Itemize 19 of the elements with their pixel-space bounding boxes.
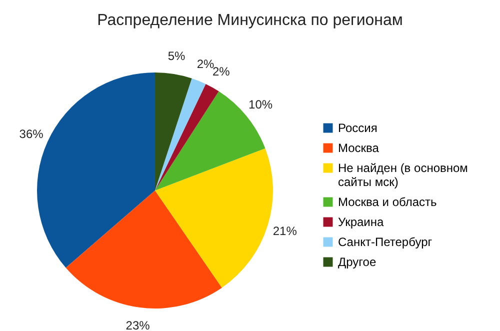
data-label: 2% [196, 57, 215, 72]
legend-label: Москва [338, 141, 380, 155]
legend-label: Санкт-Петербург [338, 235, 433, 249]
pie-slice [155, 84, 219, 190]
data-label: 5% [168, 49, 186, 64]
pie-slice [155, 78, 206, 190]
legend-label: Другое [338, 255, 376, 269]
legend-label: Украина [338, 215, 384, 229]
data-label: 23% [126, 318, 150, 331]
data-label: 21% [272, 224, 298, 238]
legend-label: Не найден (в основном сайты мск) [338, 161, 468, 189]
legend-label: Россия [338, 121, 378, 135]
data-label: 36% [19, 127, 44, 142]
pie-slice [155, 148, 273, 288]
pie-slice [155, 72, 192, 190]
pie-slice [66, 190, 222, 308]
chart-title: Распределение Минусинска по регионам [97, 12, 403, 29]
legend-label: Москва и область [338, 195, 437, 209]
data-label: 10% [248, 98, 273, 112]
